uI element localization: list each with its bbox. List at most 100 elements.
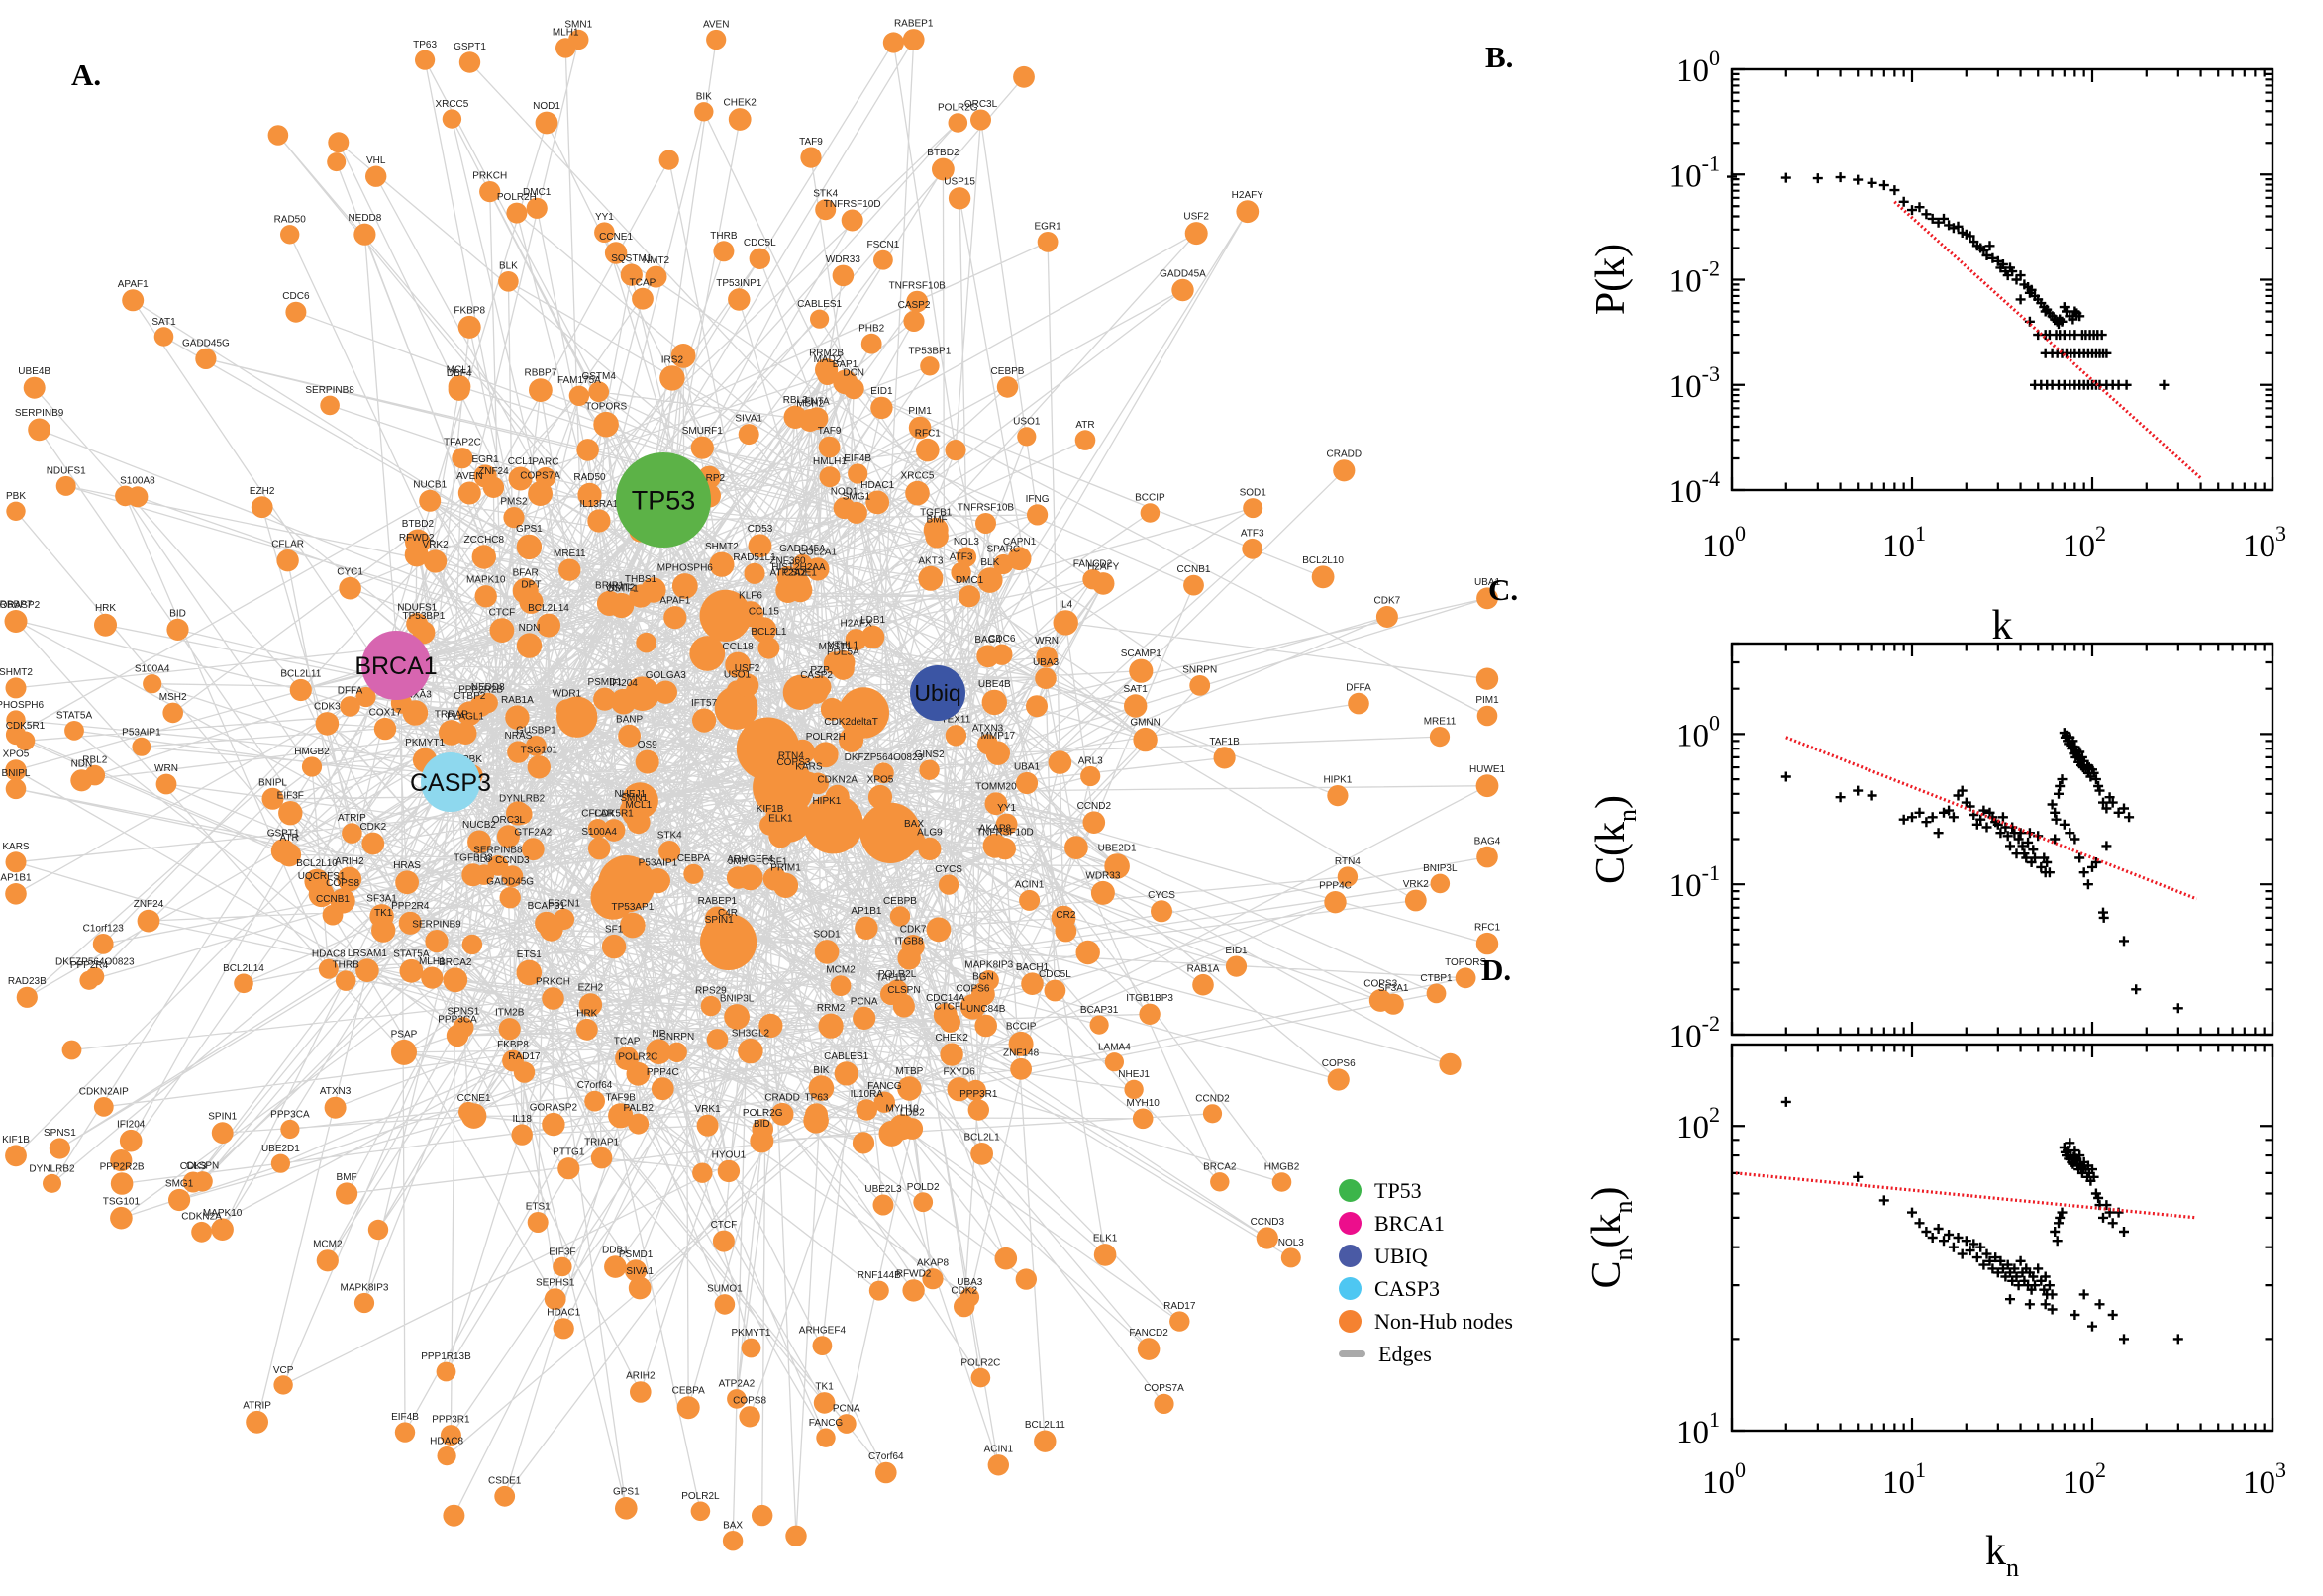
svg-text:CHEK2: CHEK2 <box>935 1033 968 1044</box>
svg-text:C7orf64: C7orf64 <box>577 1080 613 1091</box>
svg-text:PPP2R4: PPP2R4 <box>391 901 430 912</box>
svg-text:CABLES1: CABLES1 <box>824 1051 868 1062</box>
svg-text:PRIM1: PRIM1 <box>770 862 801 873</box>
svg-text:IL4: IL4 <box>1059 600 1072 611</box>
svg-text:XPO5: XPO5 <box>3 749 30 760</box>
svg-text:SIVA1: SIVA1 <box>735 414 762 425</box>
svg-text:WRN: WRN <box>1035 636 1059 647</box>
network-nodes <box>4 29 1499 1551</box>
svg-text:CDKN2AIP: CDKN2AIP <box>79 1087 129 1098</box>
svg-text:SOD1: SOD1 <box>1240 488 1267 499</box>
svg-text:CTCFL: CTCFL <box>934 1001 966 1012</box>
svg-text:TNFRSF10D: TNFRSF10D <box>824 199 881 210</box>
svg-text:TRIAP1: TRIAP1 <box>584 1137 619 1147</box>
svg-text:KARS: KARS <box>2 842 30 852</box>
svg-text:FSCN1: FSCN1 <box>548 898 580 909</box>
svg-text:BCAP31: BCAP31 <box>1080 1005 1119 1016</box>
svg-text:TAF1B: TAF1B <box>876 973 907 984</box>
scatter-points-C <box>1780 728 2183 1014</box>
svg-text:103: 103 <box>2243 521 2286 564</box>
plot-panel-C: 100 10-1 10-2 C(kn) <box>1588 642 2274 1054</box>
svg-text:KLF6: KLF6 <box>739 591 762 602</box>
svg-text:MAPK8IP3: MAPK8IP3 <box>964 959 1013 970</box>
svg-text:SIVA1: SIVA1 <box>626 1266 654 1277</box>
svg-text:NEDD8: NEDD8 <box>471 682 505 693</box>
legend-label-ubiq: UBIQ <box>1374 1243 1428 1268</box>
svg-text:NMT2: NMT2 <box>643 255 670 266</box>
svg-text:COPS3: COPS3 <box>776 757 810 768</box>
scatter-points-B <box>1727 171 2170 390</box>
svg-text:APAF1: APAF1 <box>118 279 149 290</box>
svg-text:IL18: IL18 <box>512 1114 532 1125</box>
legend-label-casp3: CASP3 <box>1374 1275 1441 1301</box>
svg-text:PSAP: PSAP <box>391 1029 418 1040</box>
svg-text:YY1: YY1 <box>997 803 1016 814</box>
panel-label-b: B. <box>1485 40 1514 74</box>
svg-text:MPHOSPH6: MPHOSPH6 <box>657 563 714 574</box>
svg-text:BCL2L11: BCL2L11 <box>280 669 321 680</box>
svg-text:CTCF: CTCF <box>711 1220 738 1231</box>
svg-text:LAMA4: LAMA4 <box>1098 1043 1131 1053</box>
svg-text:PTTG1: PTTG1 <box>553 1147 585 1158</box>
svg-text:STK4: STK4 <box>657 831 682 842</box>
svg-text:RAB1A: RAB1A <box>1187 963 1220 974</box>
svg-text:RAD23B: RAD23B <box>8 976 47 987</box>
svg-text:TAF1B: TAF1B <box>1209 737 1240 748</box>
svg-text:CCNE1: CCNE1 <box>457 1093 491 1104</box>
svg-text:TFAP2C: TFAP2C <box>444 438 481 449</box>
svg-text:LRSAM1: LRSAM1 <box>348 948 387 959</box>
svg-text:H2AFY: H2AFY <box>1087 562 1120 573</box>
svg-text:APAF1: APAF1 <box>659 596 690 607</box>
svg-text:CEBPB: CEBPB <box>991 366 1025 377</box>
svg-text:C4R: C4R <box>718 908 738 919</box>
svg-text:10-2: 10-2 <box>1669 1011 1720 1054</box>
svg-text:ZNF148: ZNF148 <box>1003 1047 1040 1058</box>
svg-text:SOD1: SOD1 <box>813 930 841 941</box>
svg-text:COPS7A: COPS7A <box>1144 1383 1184 1394</box>
svg-text:BCL2L14: BCL2L14 <box>528 603 569 614</box>
svg-text:P53AIP1: P53AIP1 <box>639 857 678 868</box>
svg-text:SMN1: SMN1 <box>620 793 648 804</box>
svg-text:GSPT1: GSPT1 <box>267 829 300 840</box>
svg-text:UBA1: UBA1 <box>1474 577 1501 588</box>
svg-text:k: k <box>1992 603 2013 648</box>
svg-text:CAPN1: CAPN1 <box>1003 537 1037 548</box>
svg-text:EGR1: EGR1 <box>471 454 499 465</box>
svg-text:IFI204: IFI204 <box>117 1119 146 1130</box>
svg-text:CR2: CR2 <box>1056 910 1075 921</box>
svg-text:CCND2: CCND2 <box>1195 1094 1230 1105</box>
svg-text:SPNS1: SPNS1 <box>44 1128 76 1139</box>
svg-text:PPP4C: PPP4C <box>1319 881 1352 892</box>
svg-text:10-4: 10-4 <box>1669 466 1720 510</box>
svg-text:RRM2B: RRM2B <box>809 349 844 359</box>
svg-text:S100A4: S100A4 <box>135 664 170 675</box>
svg-text:COPS6: COPS6 <box>1322 1058 1356 1069</box>
svg-text:NHEJ1: NHEJ1 <box>1118 1069 1150 1080</box>
hub-casp3: CASP3 <box>410 752 491 812</box>
svg-text:BNIP3L: BNIP3L <box>720 994 755 1005</box>
svg-text:PSMD1: PSMD1 <box>619 1249 654 1260</box>
svg-text:AP1B1: AP1B1 <box>0 873 32 884</box>
svg-text:100: 100 <box>1702 521 1746 564</box>
svg-text:MLH1: MLH1 <box>553 28 579 39</box>
svg-text:HIST2H2AA: HIST2H2AA <box>771 562 826 573</box>
svg-text:PSMD1: PSMD1 <box>587 677 622 688</box>
svg-text:EIF4B: EIF4B <box>391 1412 419 1423</box>
svg-text:GADD45A: GADD45A <box>779 544 826 554</box>
legend-label-edges: Edges <box>1378 1341 1432 1366</box>
svg-text:OSTF1: OSTF1 <box>606 583 639 594</box>
svg-text:RABEP1: RABEP1 <box>894 19 934 30</box>
svg-text:GTF2A2: GTF2A2 <box>514 828 552 839</box>
svg-text:CD53: CD53 <box>748 524 773 535</box>
svg-text:NP: NP <box>652 1029 665 1040</box>
svg-text:BCL2L11: BCL2L11 <box>1025 1420 1065 1431</box>
svg-text:EZH2: EZH2 <box>250 486 275 497</box>
svg-text:AVEN: AVEN <box>703 19 730 30</box>
svg-text:HDAC1: HDAC1 <box>860 480 894 491</box>
svg-text:EZH2: EZH2 <box>578 983 604 994</box>
svg-text:BAG4: BAG4 <box>1474 836 1501 847</box>
svg-text:SPIN1: SPIN1 <box>705 915 734 926</box>
svg-text:CDK2: CDK2 <box>951 1285 977 1296</box>
svg-text:ATP2A2: ATP2A2 <box>770 567 807 578</box>
